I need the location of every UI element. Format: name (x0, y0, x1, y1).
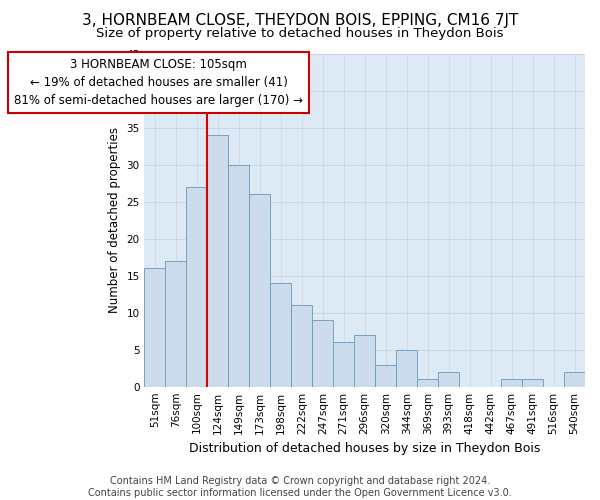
Bar (312, 320, 333, 386)
Bar (187, 187, 208, 386)
Bar (522, 380, 543, 386)
Bar (396, 350, 417, 387)
Text: 3, HORNBEAM CLOSE, THEYDON BOIS, EPPING, CM16 7JT: 3, HORNBEAM CLOSE, THEYDON BOIS, EPPING,… (82, 12, 518, 28)
Text: 3 HORNBEAM CLOSE: 105sqm
← 19% of detached houses are smaller (41)
81% of semi-d: 3 HORNBEAM CLOSE: 105sqm ← 19% of detach… (14, 58, 303, 106)
Bar (229, 165, 250, 386)
Bar (291, 306, 312, 386)
Bar (271, 283, 291, 387)
Bar (438, 372, 459, 386)
Bar (501, 380, 522, 386)
Bar (250, 194, 271, 386)
Text: Contains HM Land Registry data © Crown copyright and database right 2024.
Contai: Contains HM Land Registry data © Crown c… (88, 476, 512, 498)
Text: Size of property relative to detached houses in Theydon Bois: Size of property relative to detached ho… (96, 28, 504, 40)
Bar (417, 380, 438, 386)
Bar (333, 342, 354, 386)
Bar (166, 261, 187, 386)
Bar (564, 372, 585, 386)
Bar (208, 136, 229, 386)
Y-axis label: Number of detached properties: Number of detached properties (108, 128, 121, 314)
Bar (145, 268, 166, 386)
Bar (375, 364, 396, 386)
Bar (354, 335, 375, 386)
X-axis label: Distribution of detached houses by size in Theydon Bois: Distribution of detached houses by size … (189, 442, 541, 455)
